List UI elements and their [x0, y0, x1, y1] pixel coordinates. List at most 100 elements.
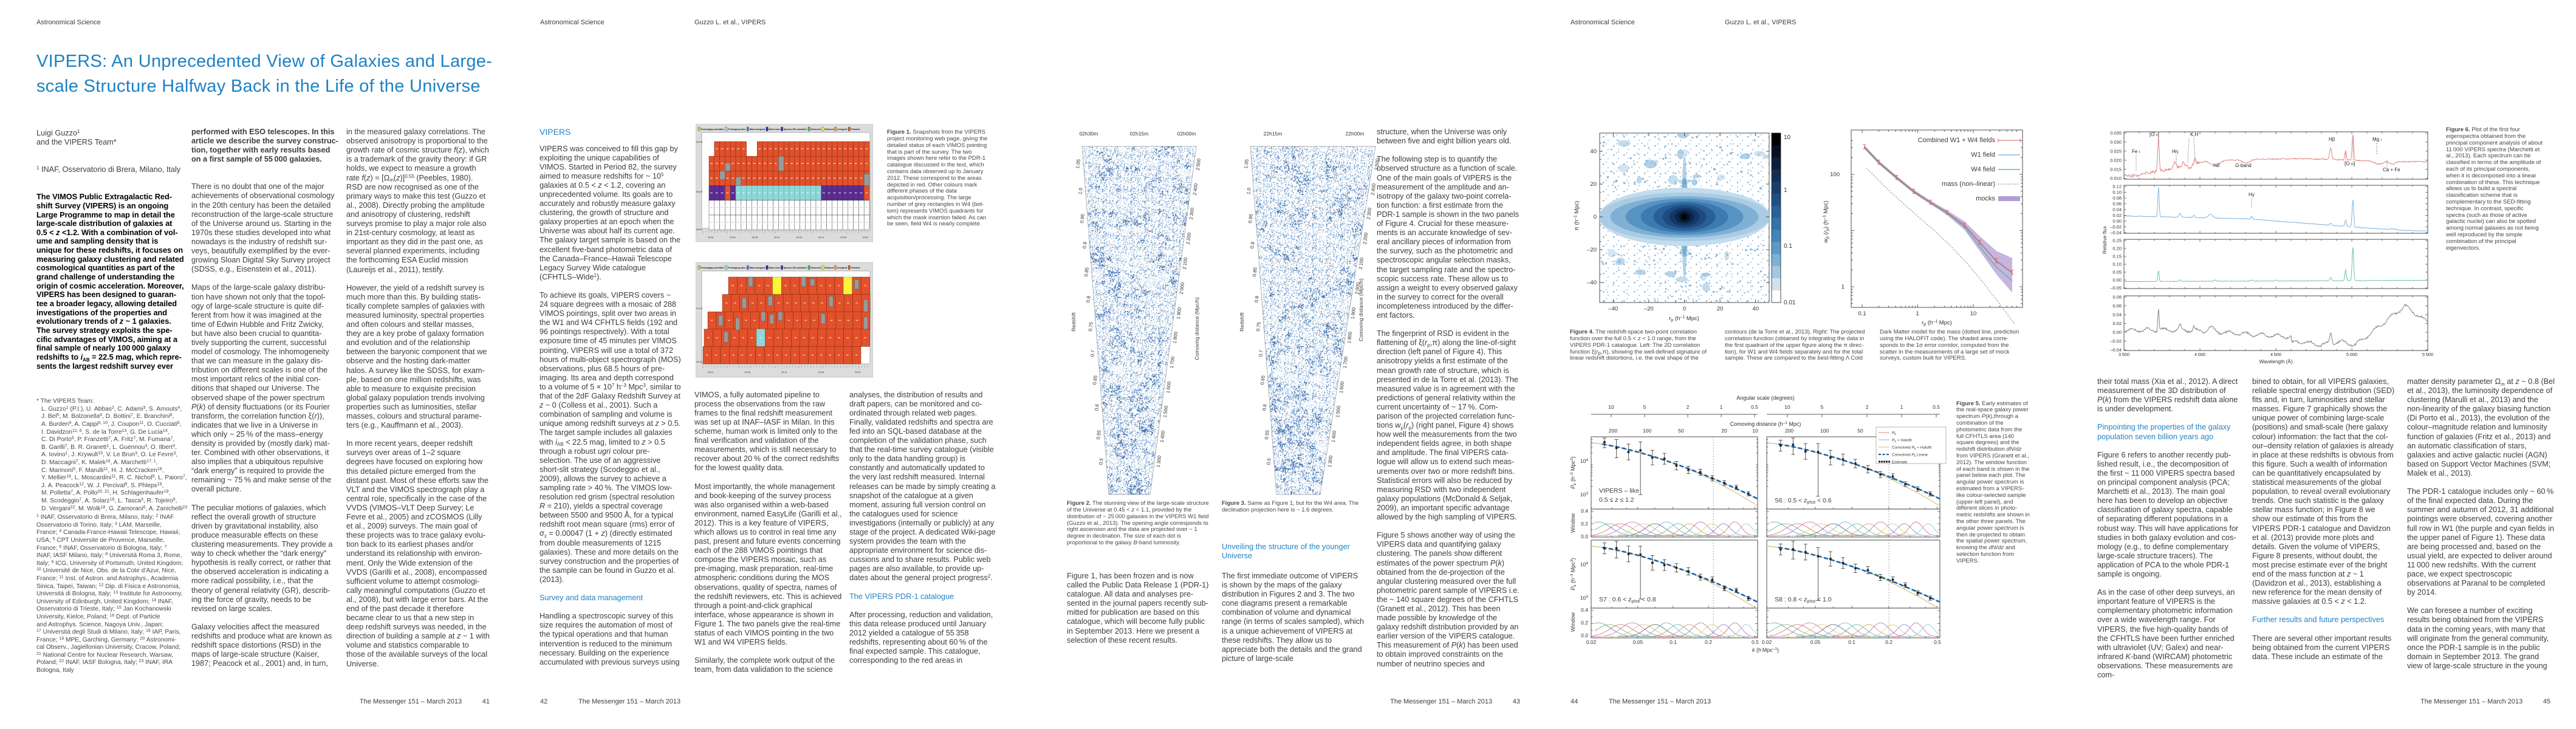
svg-text:1 800: 1 800: [1172, 331, 1179, 344]
svg-text:π (h–1 Mpc): π (h–1 Mpc): [1574, 200, 1580, 230]
svg-text:0.02: 0.02: [1586, 639, 1597, 645]
svg-text:0.06: 0.06: [2112, 303, 2122, 309]
svg-text:–40: –40: [1608, 306, 1618, 312]
svg-text:0.5 ≤ z ≤ 1.2: 0.5 ≤ z ≤ 1.2: [1599, 496, 1634, 504]
svg-text:Mask done: Mask done: [769, 267, 780, 269]
svg-text:Reduced: Reduced: [824, 267, 834, 269]
svg-text:0.00: 0.00: [2112, 278, 2122, 283]
svg-text:+00:43: +00:43: [696, 361, 702, 363]
svg-text:Preimaging submitted: Preimaging submitted: [701, 267, 724, 269]
svg-text:02:31: 02:31: [730, 236, 736, 239]
svg-text:Reduced: Reduced: [824, 128, 834, 131]
svg-text:40: 40: [1752, 306, 1759, 312]
svg-text:0.01: 0.01: [1784, 299, 1796, 306]
svg-text:0.08: 0.08: [2112, 196, 2122, 201]
svg-text:Observed: Observed: [811, 128, 821, 131]
svg-text:W4 field: W4 field: [1971, 166, 1995, 173]
svg-text:20: 20: [1721, 428, 1727, 434]
svg-text:0.25: 0.25: [2112, 238, 2122, 244]
svg-text:0.6: 0.6: [1094, 403, 1100, 411]
svg-text:2 200: 2 200: [1185, 232, 1192, 245]
svg-text:0.95: 0.95: [1079, 213, 1086, 224]
svg-text:mocks: mocks: [1976, 195, 1995, 202]
svg-text:Mg I: Mg I: [2372, 137, 2382, 142]
svg-text:2 300: 2 300: [1366, 207, 1372, 220]
svg-text:–0.04: –0.04: [2110, 230, 2122, 236]
svg-text:0.0: 0.0: [1581, 533, 1588, 539]
svg-text:1.05: 1.05: [1075, 159, 1081, 169]
svg-text:0.00: 0.00: [2112, 219, 2122, 224]
svg-text:200: 200: [1785, 428, 1793, 434]
svg-text:1 700: 1 700: [1169, 356, 1176, 369]
svg-text:0.5: 0.5: [1752, 639, 1759, 645]
svg-text:4 000: 4 000: [2194, 352, 2205, 357]
svg-text:0.5: 0.5: [1266, 457, 1272, 465]
svg-text:0.1: 0.1: [1848, 639, 1855, 645]
svg-text:VIPERS – like: VIPERS – like: [1599, 487, 1639, 495]
svg-text:Assigned: Assigned: [837, 267, 847, 269]
svg-text:0.05: 0.05: [1810, 639, 1821, 645]
svg-text:0.8: 0.8: [1253, 295, 1259, 303]
svg-text:Hγ: Hγ: [2249, 192, 2255, 197]
svg-text:1: 1: [1784, 187, 1787, 194]
svg-text:G-band: G-band: [2235, 163, 2252, 168]
svg-text:Convolved Pk Linear: Convolved Pk Linear: [1892, 453, 1928, 459]
svg-text:0.4: 0.4: [1581, 508, 1588, 514]
svg-text:Mask done: Mask done: [769, 128, 780, 131]
svg-text:06:00: 06:00: [696, 228, 703, 231]
svg-text:Spectra OB submitted: Spectra OB submitted: [784, 267, 807, 269]
svg-text:–20: –20: [1644, 306, 1654, 312]
svg-text:02:21: 02:21: [774, 236, 780, 239]
svg-text:wp (rp) (h–1 Mpc): wp (rp) (h–1 Mpc): [1823, 200, 1830, 242]
svg-text:S8 : 0.8 < zphot < 1.0: S8 : 0.8 < zphot < 1.0: [1775, 596, 1832, 604]
svg-text:Finished: Finished: [851, 267, 860, 269]
svg-text:Fe I: Fe I: [2132, 149, 2140, 154]
svg-text:0.04: 0.04: [2112, 207, 2122, 213]
svg-text:0.65: 0.65: [1092, 375, 1098, 385]
svg-text:1 300: 1 300: [1327, 455, 1334, 468]
svg-text:Preimaging done: Preimaging done: [728, 267, 745, 269]
svg-text:1 600: 1 600: [1338, 381, 1345, 394]
svg-text:100: 100: [1830, 171, 1840, 178]
svg-text:–0.02: –0.02: [2110, 224, 2122, 230]
svg-text:10: 10: [1752, 428, 1758, 434]
svg-text:103: 103: [1580, 595, 1588, 601]
svg-text:5: 5: [1821, 404, 1824, 410]
svg-text:0.55: 0.55: [1095, 430, 1102, 440]
svg-text:5: 5: [1643, 404, 1646, 410]
svg-text:2: 2: [1866, 404, 1869, 410]
svg-text:02:06: 02:06: [840, 236, 846, 239]
svg-text:0.7: 0.7: [1089, 349, 1095, 357]
svg-text:0.5: 0.5: [1098, 457, 1104, 465]
svg-text:Pk: Pk: [1892, 431, 1896, 437]
svg-text:0.10: 0.10: [2112, 262, 2122, 267]
svg-text:–0.02: –0.02: [2110, 338, 2122, 344]
svg-text:0: 0: [1683, 306, 1686, 312]
svg-text:0.7: 0.7: [1258, 349, 1264, 357]
svg-text:0.1: 0.1: [1670, 639, 1677, 645]
svg-text:0.020: 0.020: [2110, 157, 2122, 163]
svg-text:2 000: 2 000: [1354, 282, 1361, 295]
svg-text:0.4: 0.4: [1581, 607, 1588, 613]
svg-text:0.00: 0.00: [2112, 330, 2122, 335]
svg-text:0.030: 0.030: [2110, 139, 2122, 145]
svg-text:0.1: 0.1: [1784, 243, 1792, 250]
svg-text:2 400: 2 400: [1192, 183, 1199, 196]
svg-text:5 500: 5 500: [2422, 352, 2433, 357]
svg-text:Convolved Pk + Halofit: Convolved Pk + Halofit: [1892, 446, 1931, 451]
svg-text:02:11: 02:11: [818, 236, 824, 239]
svg-text:k (h Mpc–1): k (h Mpc–1): [1752, 647, 1779, 653]
svg-text:2 100: 2 100: [1358, 257, 1365, 270]
svg-text:1 800: 1 800: [1346, 331, 1353, 344]
svg-text:0.2: 0.2: [1705, 639, 1712, 645]
svg-text:1 600: 1 600: [1165, 381, 1172, 394]
svg-text:1: 1: [1900, 404, 1903, 410]
svg-text:0.0: 0.0: [1581, 632, 1588, 638]
svg-text:22h15m: 22h15m: [1264, 131, 1283, 137]
svg-text:0.55: 0.55: [1264, 430, 1270, 440]
svg-text:1.05: 1.05: [1243, 159, 1250, 169]
svg-text:0.15: 0.15: [2112, 254, 2122, 259]
svg-text:Pk + Halofit: Pk + Halofit: [1892, 439, 1912, 444]
svg-text:2 100: 2 100: [1182, 257, 1188, 270]
svg-text:–0.05: –0.05: [2110, 286, 2122, 291]
